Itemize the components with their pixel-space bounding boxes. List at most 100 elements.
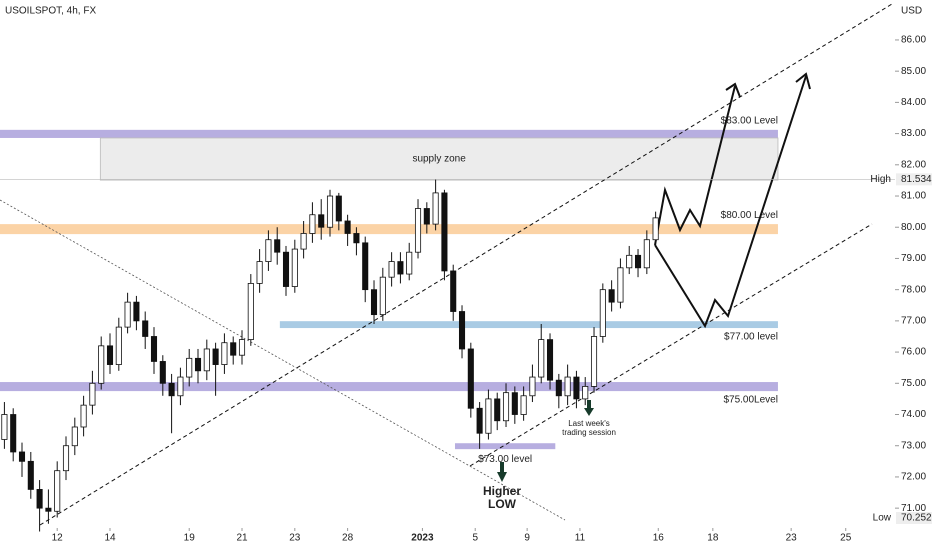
candle-body [608, 289, 615, 303]
candle-body [1, 414, 8, 440]
candles [1, 179, 659, 532]
candle-body [423, 208, 430, 225]
candle-body [502, 392, 510, 422]
candle-body [10, 414, 17, 453]
candle-body [133, 301, 140, 322]
candle-body [98, 345, 105, 384]
y-tick-label: 78.00 [901, 284, 926, 295]
y-tick-label: 83.00 [901, 128, 926, 139]
drawings [0, 3, 893, 526]
candle-body [89, 382, 96, 406]
candle-body [432, 192, 439, 225]
arrow-up-higher-low [497, 462, 507, 482]
y-axis-label: USD [901, 6, 922, 17]
candle-body [194, 357, 202, 372]
x-tick-label: 2023 [411, 533, 434, 544]
candle-body [379, 276, 386, 316]
zone [0, 382, 778, 392]
y-tick-label: 76.00 [901, 347, 926, 358]
candle-body [511, 392, 518, 415]
axis-background [895, 0, 932, 550]
marker-value: 81.534 [901, 174, 932, 185]
candle-body [282, 251, 290, 287]
candle-body [115, 326, 122, 365]
candle-body [590, 336, 598, 387]
zones: $83.00 Level supply zone $80.00 Level $77.0… [0, 115, 779, 465]
candle-body [326, 195, 334, 228]
candle-body [652, 217, 659, 241]
candle-body [142, 320, 149, 337]
candle-body [27, 460, 34, 490]
candle-body [441, 192, 448, 272]
candle-body [291, 248, 298, 287]
x-tick-label: 16 [653, 533, 665, 544]
y-tick-label: 72.00 [901, 472, 926, 483]
x-tick-label: 5 [472, 533, 478, 544]
candle-body [168, 382, 175, 397]
marker-box [896, 173, 932, 186]
zone-label: $73.00 level [478, 454, 532, 465]
candle-body [643, 239, 650, 269]
candle-body [186, 357, 193, 378]
y-tick-label: 86.00 [901, 35, 926, 46]
candle-body [467, 348, 474, 409]
zone [99, 137, 779, 181]
candle-body [626, 254, 633, 269]
annotation: trading session [562, 428, 616, 437]
candle-body [18, 451, 26, 462]
x-tick-label: 25 [840, 533, 852, 544]
zone [0, 224, 778, 235]
zone [0, 129, 778, 138]
labels: USOILSPOT, 4h, FX Higher LOW Last week's… [5, 6, 616, 512]
candle-body [106, 345, 114, 365]
x-tick-label: 9 [524, 533, 530, 544]
candle-body [203, 348, 210, 372]
marker-label: Low [873, 513, 892, 524]
arrow-head-1 [725, 82, 741, 98]
candle-body [538, 339, 545, 378]
candle-body [45, 507, 52, 512]
candle-body [406, 251, 413, 275]
candle-body [265, 239, 272, 262]
projection-path-1 [654, 85, 736, 246]
candle-body [221, 342, 228, 365]
candle-body [494, 398, 501, 422]
candle-body [573, 376, 580, 400]
x-tick-label: 14 [104, 533, 116, 544]
candle-body [476, 407, 483, 434]
y-tick-label: 74.00 [901, 409, 926, 420]
chart-title: USOILSPOT, 4h, FX [5, 6, 96, 17]
y-tick-label: 71.00 [901, 503, 926, 514]
y-tick-label: 81.00 [901, 191, 926, 202]
candle-body [318, 214, 325, 228]
zone-label: $80.00 Level [721, 210, 778, 221]
zone [279, 321, 778, 329]
y-tick-label: 73.00 [901, 440, 926, 451]
zone-label: $83.00 Level [721, 115, 778, 126]
candle-body [274, 239, 281, 253]
zone-label: $77.00 level [724, 332, 778, 343]
descending-line [0, 199, 566, 521]
candle-body [124, 301, 131, 328]
candle-body [353, 233, 360, 244]
y-tick-label: 85.00 [901, 66, 926, 77]
y-tick-label: 79.00 [901, 253, 926, 264]
x-tick-label: 19 [184, 533, 196, 544]
candle-body [362, 242, 369, 291]
x-tick-label: 28 [342, 533, 354, 544]
candle-body [388, 261, 395, 278]
channel-lower [469, 223, 873, 467]
candle-body [177, 376, 184, 397]
candle-body [450, 270, 457, 312]
y-tick-label: 77.00 [901, 316, 926, 327]
y-tick-label: 80.00 [901, 222, 926, 233]
y-tick-label: 84.00 [901, 97, 926, 108]
y-tick-label: 82.00 [901, 159, 926, 170]
candle-body [546, 339, 554, 381]
candle-body [344, 220, 351, 234]
candle-body [247, 283, 254, 340]
x-tick-label: 18 [707, 533, 719, 544]
marker-value: 70.252 [901, 513, 932, 524]
annotation: Higher [483, 484, 521, 498]
